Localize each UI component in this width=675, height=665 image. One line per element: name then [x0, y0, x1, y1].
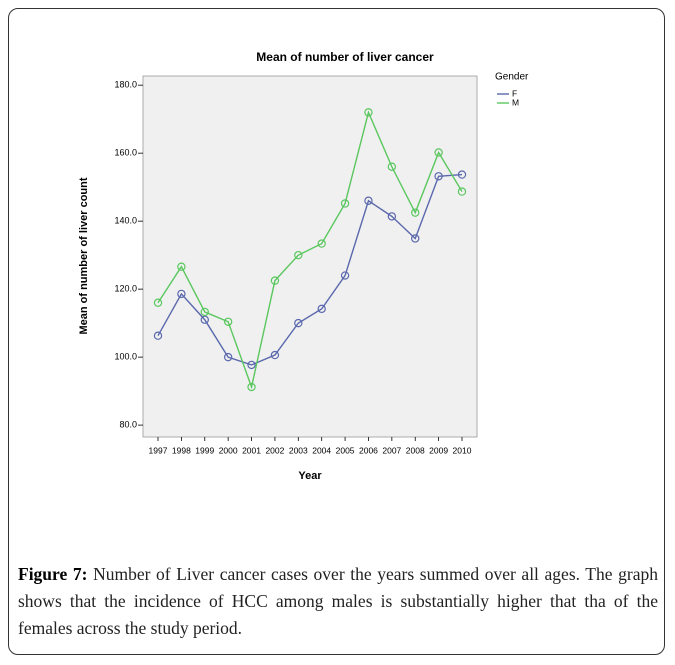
data-point: [317, 239, 326, 248]
data-point: [364, 108, 373, 117]
data-point: [317, 304, 326, 314]
x-tick-label: 2008: [406, 445, 425, 455]
data-point: [457, 187, 467, 196]
caption: Figure 7: Number of Liver cancer cases o…: [18, 561, 658, 642]
x-tick-label: 2007: [382, 445, 401, 455]
data-point: [270, 350, 280, 360]
x-tick-label: 2006: [359, 445, 378, 455]
x-tick-label: 2001: [242, 445, 261, 455]
data-point: [364, 196, 373, 205]
figure-frame: [8, 8, 665, 655]
data-point: [340, 271, 350, 280]
y-tick-label: 180.0: [114, 80, 137, 90]
x-tick-label: 2002: [265, 445, 284, 455]
x-tick-label: 2003: [289, 445, 308, 455]
plot-area: [142, 75, 478, 438]
data-point: [247, 360, 256, 370]
data-point: [340, 199, 350, 208]
data-point: [457, 170, 467, 179]
data-point: [387, 162, 397, 171]
data-point: [411, 234, 420, 243]
y-axis-label: Mean of number of liver count: [78, 177, 90, 334]
chart: Mean of number of liver cancer Year Mean…: [78, 50, 529, 482]
caption-label: Figure 7:: [18, 564, 88, 584]
x-tick-label: 2004: [312, 445, 331, 455]
x-axis-label: Year: [298, 470, 322, 482]
data-point: [200, 315, 209, 324]
data-point: [153, 298, 163, 307]
data-point: [200, 307, 209, 317]
data-point: [270, 276, 280, 285]
y-tick-label: 140.0: [114, 216, 137, 226]
x-tick-label: 2000: [219, 445, 238, 455]
x-tick-label: 2009: [429, 445, 448, 455]
legend-label: M: [512, 97, 519, 107]
series-line: [157, 110, 463, 390]
data-point: [294, 318, 303, 328]
y-tick-label: 80.0: [119, 419, 137, 429]
data-point: [177, 289, 186, 299]
x-tick-label: 2005: [336, 445, 355, 455]
data-point: [434, 148, 443, 157]
y-tick-label: 100.0: [114, 351, 137, 361]
data-point: [153, 331, 163, 340]
y-tick-label: 120.0: [114, 284, 137, 294]
y-tick-label: 160.0: [114, 148, 137, 158]
data-point: [434, 172, 443, 181]
x-tick-label: 1998: [172, 445, 191, 455]
data-point: [223, 317, 233, 326]
series-line: [157, 173, 463, 366]
data-point: [223, 352, 233, 362]
data-point: [411, 208, 420, 217]
caption-text: Number of Liver cancer cases over the ye…: [18, 564, 658, 638]
legend-label: F: [512, 88, 517, 98]
data-point: [294, 250, 303, 260]
data-point: [177, 262, 186, 271]
legend-title: Gender: [495, 72, 529, 83]
x-tick-label: 1997: [149, 445, 168, 455]
data-point: [387, 212, 397, 221]
x-tick-label: 1999: [195, 445, 214, 455]
data-point: [247, 382, 256, 392]
x-tick-label: 2010: [453, 445, 472, 455]
chart-title: Mean of number of liver cancer: [256, 50, 434, 64]
